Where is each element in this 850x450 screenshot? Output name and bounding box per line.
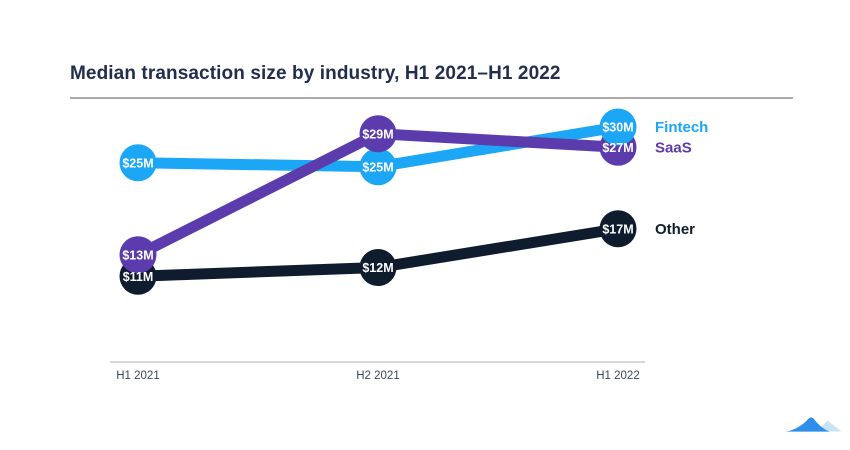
data-point-other-2 — [599, 210, 637, 248]
data-label-fintech-1: $25M — [362, 160, 393, 174]
legend: Fintech SaaS Other — [655, 119, 708, 238]
legend-label-saas: SaaS — [655, 139, 692, 156]
point-labels: $25M $25M $30M $13M $29M $27M $11M $12M $17M — [122, 121, 633, 284]
data-point-fintech-1 — [359, 148, 397, 186]
data-point-saas-0 — [119, 236, 157, 274]
data-label-fintech-0: $25M — [122, 156, 153, 170]
data-label-saas-1: $29M — [362, 127, 393, 141]
x-axis: H1 2021 H2 2021 H1 2022 — [110, 361, 645, 382]
data-label-other-1: $12M — [362, 261, 393, 275]
data-label-fintech-2: $30M — [602, 121, 633, 135]
x-axis-label-0: H1 2021 — [116, 370, 159, 382]
data-point-saas-1 — [359, 115, 397, 153]
data-label-other-0: $11M — [123, 270, 154, 284]
chart-title: Median transaction size by industry, H1 … — [70, 63, 561, 84]
mountain-wave-logo-icon — [785, 417, 842, 432]
legend-label-fintech: Fintech — [655, 119, 708, 136]
x-axis-label-1: H2 2021 — [356, 370, 399, 382]
data-label-other-2: $17M — [602, 222, 633, 236]
x-axis-label-2: H1 2022 — [596, 370, 639, 382]
title-divider — [70, 97, 793, 99]
data-point-fintech-2 — [599, 108, 637, 146]
data-label-saas-2: $27M — [602, 141, 633, 155]
data-point-fintech-0 — [119, 144, 157, 182]
series-points — [119, 108, 637, 295]
legend-label-other: Other — [655, 221, 695, 238]
data-point-other-1 — [359, 249, 397, 286]
data-label-saas-0: $13M — [122, 248, 153, 262]
